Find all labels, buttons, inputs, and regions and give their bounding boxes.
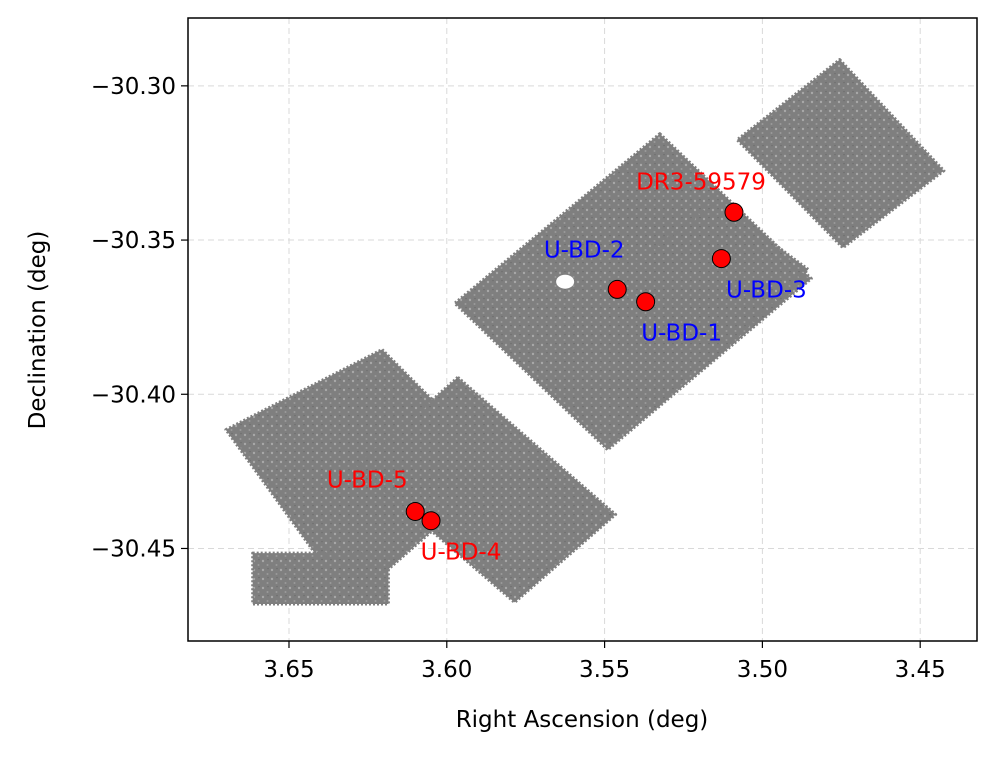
data-point xyxy=(724,202,744,222)
y-tick-label: −30.40 xyxy=(91,382,176,408)
x-tick-label: 3.45 xyxy=(895,657,946,683)
background-field xyxy=(224,58,946,606)
field-hole-a xyxy=(556,274,575,289)
point-label: U-BD-2 xyxy=(544,237,625,263)
data-point xyxy=(607,279,627,299)
field-hole-b xyxy=(497,186,516,201)
x-tick-label: 3.50 xyxy=(737,657,788,683)
field-region-east-tile xyxy=(633,200,810,351)
point-labels: U-BD-1 U-BD-2 U-BD-3 DR3-59579 U-BD-4 U-BD-5 xyxy=(327,169,807,565)
x-axis-label: Right Ascension (deg) xyxy=(456,707,709,733)
point-label: DR3-59579 xyxy=(636,169,766,195)
point-label: U-BD-5 xyxy=(327,467,408,493)
plot-frame xyxy=(187,17,978,642)
x-tick-label: 3.55 xyxy=(579,657,630,683)
field-region-south-tile xyxy=(355,375,618,604)
y-tick-label: −30.35 xyxy=(91,228,176,254)
axes: 3.65 3.60 3.55 3.50 3.45 −30.30 −30.35 −30.40 −3… xyxy=(91,17,978,683)
data-point xyxy=(405,501,425,521)
point-label: U-BD-3 xyxy=(726,278,807,304)
field-region-northeast-tile xyxy=(735,58,946,250)
data-points xyxy=(405,202,744,531)
y-tick-label: −30.30 xyxy=(91,74,176,100)
point-label: U-BD-4 xyxy=(421,540,502,566)
x-tick-label: 3.65 xyxy=(263,657,314,683)
data-point xyxy=(711,249,731,269)
x-tick-label: 3.60 xyxy=(421,657,472,683)
point-label: U-BD-1 xyxy=(641,321,722,347)
data-point xyxy=(421,511,441,531)
data-point xyxy=(636,292,656,312)
y-axis-label: Declination (deg) xyxy=(25,231,51,430)
field-region-southwest-block xyxy=(251,551,390,606)
y-tick-label: −30.45 xyxy=(91,536,176,562)
